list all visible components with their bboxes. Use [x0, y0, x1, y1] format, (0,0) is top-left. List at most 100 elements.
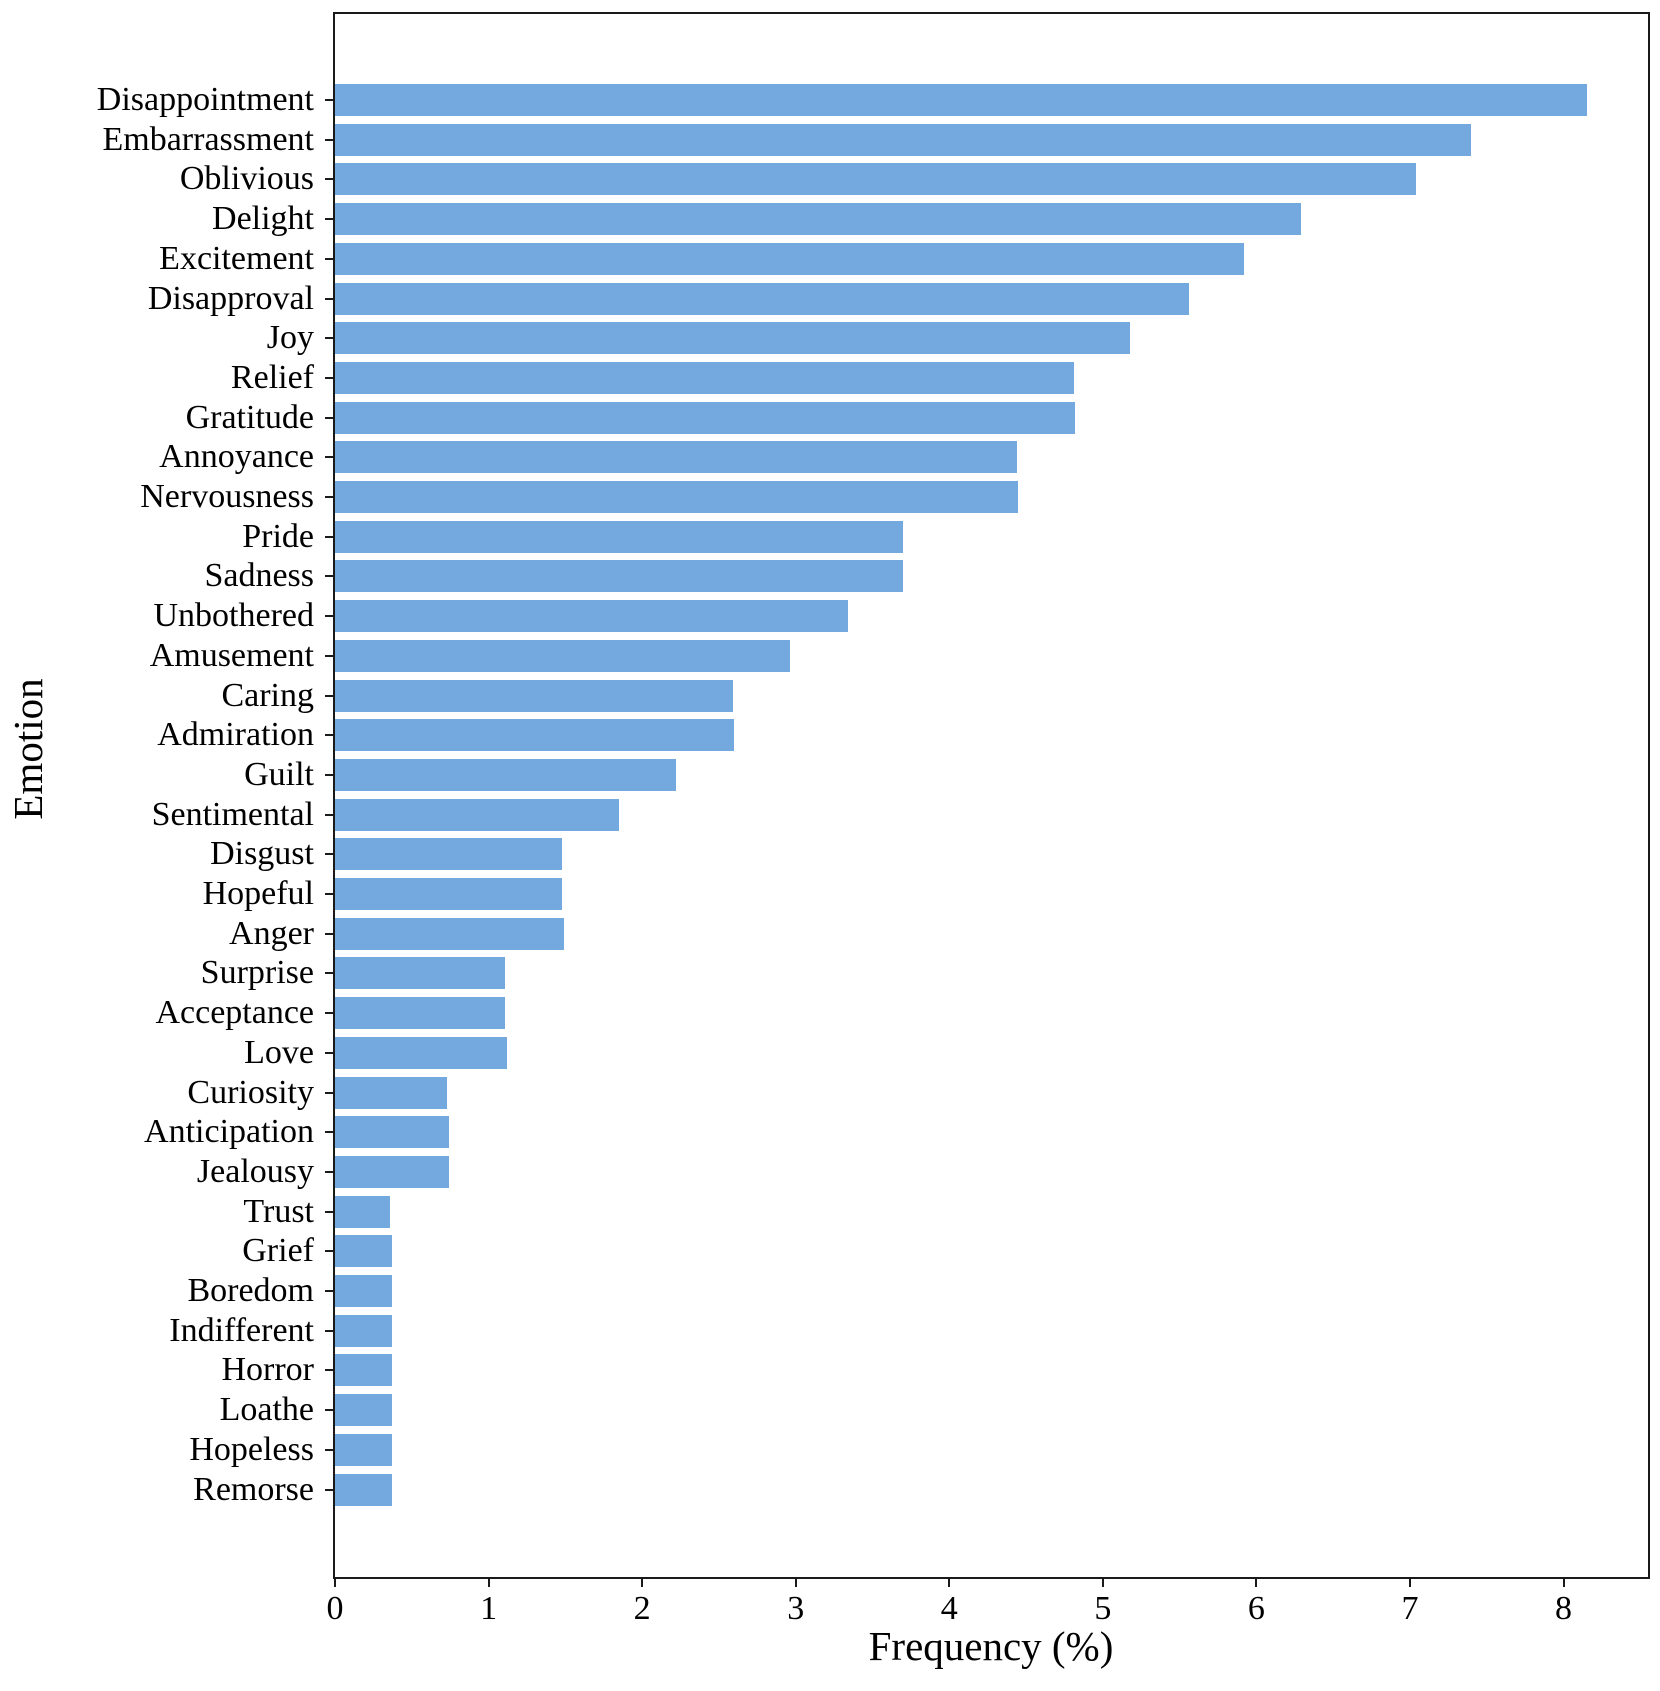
plot-area	[325, 12, 1650, 1587]
x-tick-label: 4	[940, 1590, 958, 1627]
y-tick-label: Pride	[242, 517, 314, 555]
y-tick	[325, 694, 333, 697]
y-tick	[325, 1329, 333, 1332]
bar-amusement	[335, 639, 790, 672]
y-tick	[325, 1170, 333, 1173]
x-tick	[794, 1579, 797, 1587]
bar-love	[335, 1036, 507, 1069]
bar-delight	[335, 203, 1301, 236]
bar-gratitude	[335, 401, 1076, 434]
y-tick	[325, 1369, 333, 1372]
bar-surprise	[335, 957, 506, 990]
y-tick-label: Amusement	[149, 636, 314, 674]
y-tick-label: Anticipation	[144, 1113, 314, 1151]
x-tick	[487, 1579, 490, 1587]
x-tick	[1562, 1579, 1565, 1587]
bar-loathe	[335, 1394, 392, 1427]
y-tick	[325, 337, 333, 340]
y-tick-label: Sadness	[204, 557, 314, 595]
y-tick-label: Disgust	[210, 835, 314, 873]
bar-oblivious	[335, 163, 1417, 196]
y-tick	[325, 99, 333, 101]
bar-anger	[335, 917, 564, 950]
bar-caring	[335, 679, 733, 712]
y-tick-label: Indifferent	[169, 1311, 314, 1349]
y-tick	[325, 456, 333, 459]
bar-unbothered	[335, 600, 848, 633]
y-tick	[325, 297, 333, 300]
x-tick-label: 3	[787, 1590, 805, 1627]
bar-annoyance	[335, 441, 1017, 474]
y-tick-label: Remorse	[193, 1470, 314, 1508]
y-tick-label: Acceptance	[155, 994, 314, 1032]
x-axis-title: Frequency (%)	[868, 1623, 1114, 1669]
x-tick	[1255, 1579, 1258, 1587]
y-tick-label: Nervousness	[140, 478, 314, 515]
bar-hopeful	[335, 878, 563, 910]
y-tick-label: Loathe	[219, 1391, 314, 1429]
bar-disappointment	[335, 84, 1587, 116]
bar-acceptance	[335, 997, 506, 1030]
bar-nervousness	[335, 481, 1019, 513]
y-tick	[325, 416, 333, 419]
y-tick-label: Admiration	[157, 716, 314, 754]
bar-disgust	[335, 838, 563, 871]
y-tick-label: Disappointment	[96, 81, 314, 118]
y-tick-label: Hopeful	[202, 875, 314, 912]
y-tick-label: Anger	[229, 914, 314, 952]
x-tick	[334, 1579, 336, 1587]
x-tick	[641, 1579, 644, 1587]
y-tick	[325, 1290, 333, 1292]
y-tick-label: Jealousy	[196, 1152, 314, 1190]
x-tick-label: 1	[480, 1590, 498, 1627]
y-tick	[325, 1210, 333, 1213]
y-tick-label: Trust	[243, 1192, 314, 1230]
bar-sentimental	[335, 798, 620, 831]
y-tick	[325, 734, 333, 737]
x-tick	[1408, 1579, 1411, 1587]
y-tick	[325, 257, 333, 260]
y-tick-label: Joy	[266, 319, 314, 357]
y-tick	[325, 1091, 333, 1094]
bar-disapproval	[335, 282, 1189, 315]
x-tick	[948, 1579, 951, 1587]
y-tick-label: Caring	[221, 676, 314, 714]
y-tick-label: Horror	[221, 1351, 314, 1389]
y-tick	[325, 932, 333, 935]
bar-admiration	[335, 719, 735, 752]
y-tick-label: Love	[244, 1033, 314, 1071]
bar-joy	[335, 322, 1131, 355]
y-tick	[325, 1131, 333, 1134]
bar-pride	[335, 520, 904, 553]
x-tick-label: 5	[1094, 1590, 1112, 1627]
y-axis-title: Emotion	[5, 678, 51, 820]
bar-anticipation	[335, 1116, 449, 1149]
bar-excitement	[335, 242, 1245, 275]
y-tick-label: Guilt	[244, 755, 314, 793]
bar-relief	[335, 361, 1074, 394]
y-tick	[325, 893, 333, 895]
bar-grief	[335, 1235, 392, 1268]
bar-indifferent	[335, 1314, 392, 1347]
y-tick	[325, 972, 333, 975]
y-tick-label: Grief	[242, 1232, 314, 1270]
bar-boredom	[335, 1275, 392, 1307]
bar-hopeless	[335, 1433, 392, 1466]
x-tick-label: 8	[1555, 1590, 1573, 1627]
bar-jealousy	[335, 1155, 449, 1188]
y-tick-label: Surprise	[200, 954, 314, 992]
y-tick-label: Oblivious	[179, 160, 314, 198]
y-tick	[325, 1012, 333, 1015]
x-tick-label: 2	[633, 1590, 651, 1627]
x-tick-label: 0	[326, 1590, 344, 1627]
y-tick	[325, 813, 333, 816]
y-tick	[325, 218, 333, 221]
y-tick	[325, 496, 333, 498]
y-tick-label: Unbothered	[153, 597, 314, 635]
bar-sadness	[335, 560, 904, 593]
y-tick	[325, 575, 333, 578]
bar-embarrassment	[335, 123, 1472, 156]
y-tick	[325, 654, 333, 657]
y-tick-label: Annoyance	[159, 438, 314, 476]
